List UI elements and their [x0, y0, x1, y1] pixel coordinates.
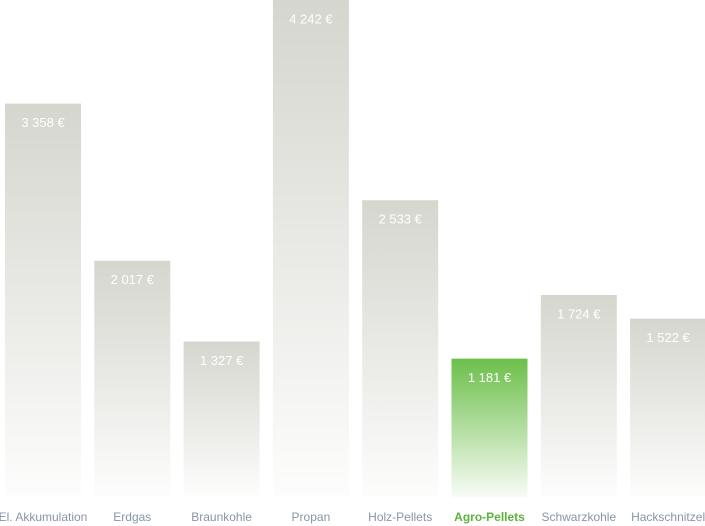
value-label: 2 533 €: [379, 212, 423, 227]
x-tick-label: El. Akkumulation: [0, 510, 87, 524]
value-label: 2 017 €: [111, 272, 155, 287]
bar: [183, 341, 260, 497]
value-label: 3 358 €: [21, 115, 65, 130]
x-tick-label: Schwarzkohle: [541, 510, 616, 524]
value-label: 1 181 €: [468, 370, 512, 385]
value-label: 4 242 €: [289, 11, 333, 26]
x-tick-label: Braunkohle: [191, 510, 252, 524]
x-tick-label: Hackschnitzel: [631, 510, 705, 524]
value-label: 1 724 €: [557, 306, 601, 321]
x-tick-label: Holz-Pellets: [368, 510, 432, 524]
bar: [362, 200, 439, 497]
bar: [630, 318, 705, 497]
x-tick-label: Agro-Pellets: [454, 510, 525, 524]
value-label: 1 522 €: [646, 330, 690, 345]
bar: [272, 0, 349, 497]
value-label: 1 327 €: [200, 353, 244, 368]
bar: [540, 295, 617, 497]
bar: [94, 260, 171, 497]
x-tick-label: Erdgas: [113, 510, 151, 524]
bar: [451, 358, 528, 497]
x-tick-label: Propan: [292, 510, 331, 524]
bar: [5, 103, 81, 497]
